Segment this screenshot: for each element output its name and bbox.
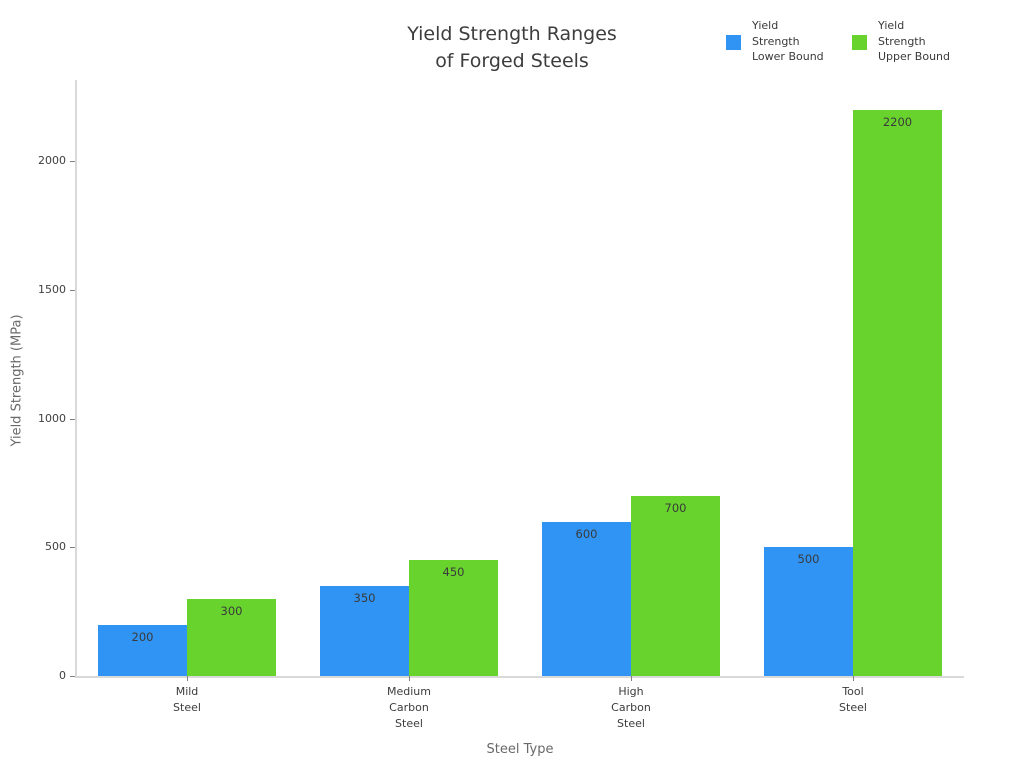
y-tick-label: 500 — [45, 540, 66, 554]
bar-upper-2 — [631, 495, 720, 676]
x-tick-mark — [631, 676, 632, 681]
legend-label-upper-bound: Yield Strength Upper Bound — [878, 19, 951, 63]
x-tick-label: Medium Carbon Steel — [387, 685, 431, 730]
y-axis-line — [75, 80, 77, 676]
y-tick-mark — [70, 161, 75, 163]
legend-swatch-upper-bound — [852, 35, 867, 50]
bar-lower-3 — [764, 547, 853, 676]
bar-value-label: 300 — [220, 603, 243, 618]
bar-lower-0 — [98, 624, 187, 676]
bar-value-label: 350 — [353, 590, 376, 605]
x-tick-mark — [853, 676, 854, 681]
bar-lower-2 — [542, 521, 631, 676]
x-tick-label: Mild Steel — [173, 685, 201, 714]
bar-upper-1 — [409, 560, 498, 676]
y-axis-title: Yield Strength (MPa) — [9, 314, 25, 447]
chart-title: Yield Strength Ranges of Forged Steels — [407, 23, 617, 72]
bar-value-label: 200 — [131, 629, 154, 644]
y-tick-label: 1000 — [38, 411, 66, 425]
legend-label-lower-bound: Yield Strength Lower Bound — [752, 19, 824, 63]
y-tick-label: 0 — [59, 669, 66, 682]
legend-item-lower-bound: Yield Strength Lower Bound — [726, 18, 846, 68]
legend-swatch-lower-bound — [726, 35, 741, 50]
y-tick-label: 1500 — [38, 282, 66, 296]
bar-value-label: 2200 — [882, 114, 913, 129]
bar-value-label: 500 — [797, 552, 820, 567]
bar-lower-1 — [320, 585, 409, 676]
x-tick-label: High Carbon Steel — [611, 685, 651, 730]
bar-value-label: 700 — [664, 500, 687, 515]
x-axis-line — [75, 676, 964, 678]
y-tick-mark — [70, 676, 75, 677]
x-tick-mark — [187, 676, 188, 681]
bar-value-label: 600 — [575, 526, 598, 541]
y-tick-mark — [70, 418, 75, 420]
x-tick-label: Tool Steel — [839, 685, 867, 714]
bar-upper-3 — [853, 109, 942, 676]
y-tick-mark — [70, 289, 75, 291]
x-tick-mark — [409, 676, 410, 681]
bar-value-label: 450 — [442, 565, 465, 580]
y-tick-mark — [70, 547, 75, 549]
bar-upper-0 — [187, 598, 276, 676]
y-tick-label: 2000 — [38, 154, 66, 168]
x-axis-title: Steel Type — [486, 742, 554, 757]
legend-item-upper-bound: Yield Strength Upper Bound — [852, 18, 972, 68]
